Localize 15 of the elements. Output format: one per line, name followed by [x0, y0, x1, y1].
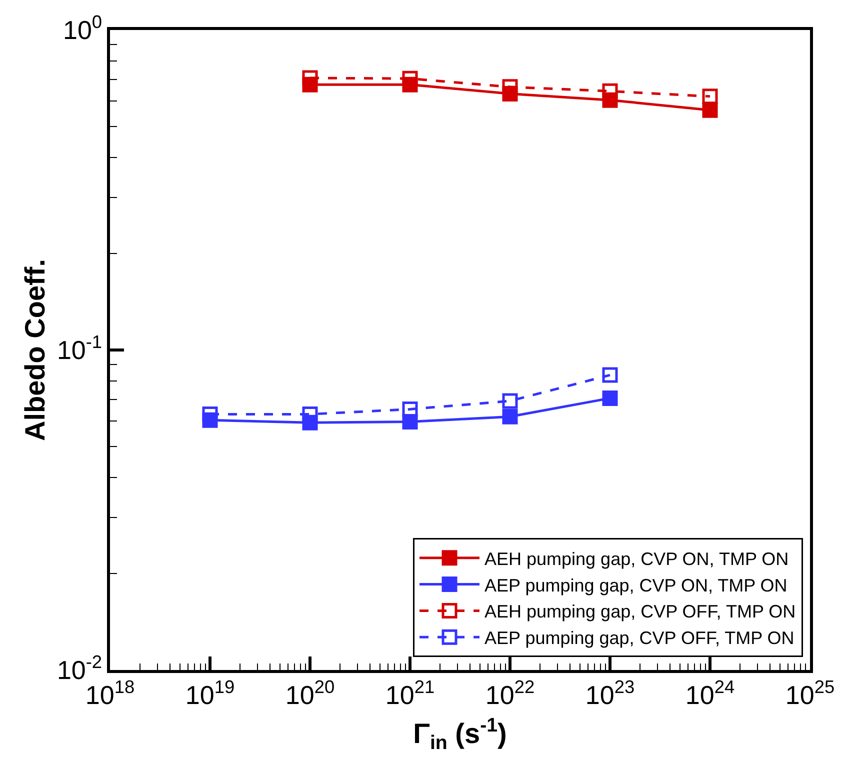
x-tick-label: 10$^{19}$: [185, 677, 235, 710]
x-tick-label: 10$^{23}$: [585, 677, 635, 710]
x-tick-label: 10$^{25}$: [785, 677, 835, 710]
y-tick-label: 10$^{0}$: [63, 12, 102, 46]
x-tick-label: 10$^{22}$: [485, 677, 535, 710]
x-axis-title: Γ$_{in}$ (s$^{-1}$): [413, 714, 507, 754]
x-tick-label: 10$^{24}$: [685, 677, 735, 710]
x-tick-label: 10$^{21}$: [385, 677, 435, 710]
legend-label: AEP pumping gap, CVP OFF, TMP ON: [484, 628, 794, 648]
x-tick-label: 10$^{20}$: [285, 677, 335, 710]
legend-label: AEH pumping gap, CVP OFF, TMP ON: [484, 602, 796, 622]
y-axis-title: Albedo Coeff.: [20, 259, 51, 441]
y-tick-label: 10$^{-1}$: [56, 332, 102, 366]
legend-label: AEH pumping gap, CVP ON, TMP ON: [484, 548, 789, 569]
legend-label: AEP pumping gap, CVP ON, TMP ON: [484, 575, 788, 596]
